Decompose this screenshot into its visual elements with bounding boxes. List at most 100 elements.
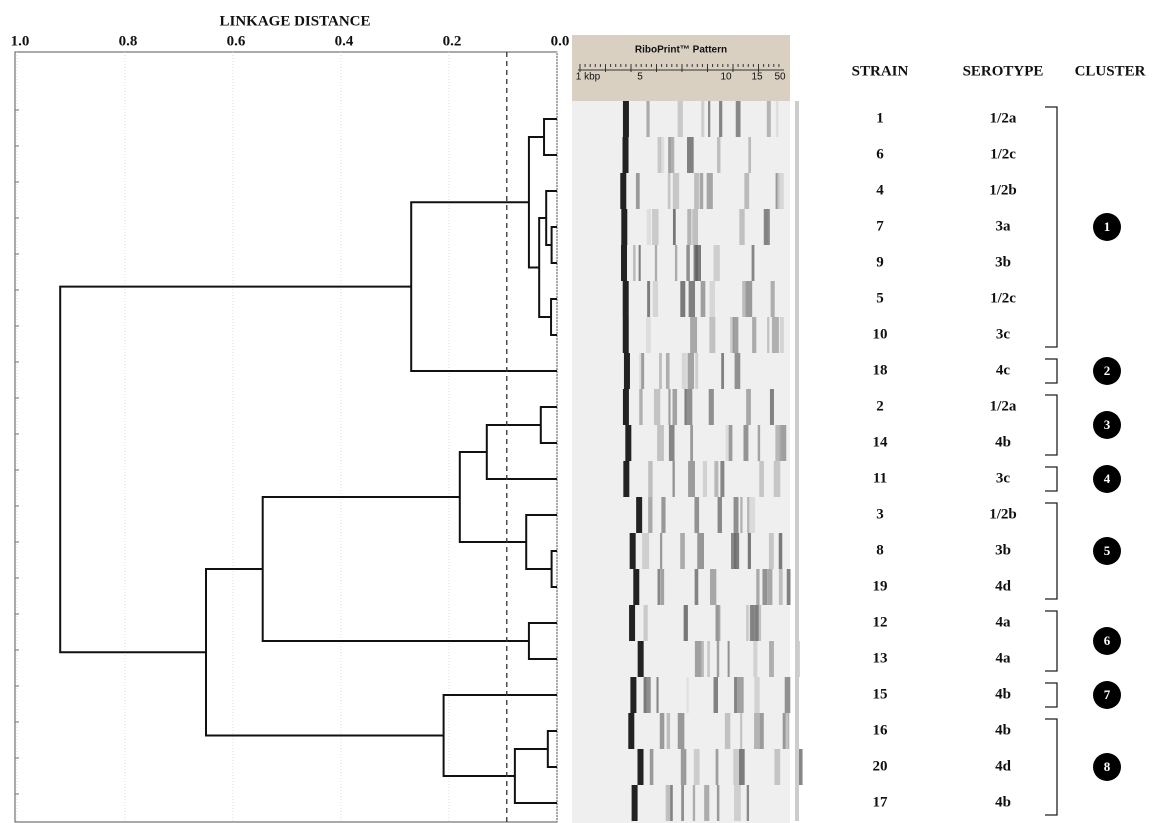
band <box>667 713 670 749</box>
strain: 1 <box>876 110 884 126</box>
band <box>684 605 688 641</box>
strain: 15 <box>873 686 888 702</box>
band <box>714 677 718 713</box>
band <box>748 533 751 569</box>
serotype: 4b <box>995 722 1011 738</box>
band <box>747 785 749 821</box>
serotype: 1/2c <box>990 146 1016 162</box>
serotype: 1/2b <box>989 182 1017 198</box>
band <box>717 641 719 677</box>
band <box>729 425 733 461</box>
strain: 5 <box>876 290 884 306</box>
band <box>785 677 791 713</box>
band <box>764 209 770 245</box>
x-tick-label: 0.0 <box>551 33 570 49</box>
band <box>770 389 774 425</box>
band <box>734 497 739 533</box>
band <box>776 101 779 137</box>
cluster-bracket <box>1045 683 1057 707</box>
band <box>734 785 741 821</box>
dendrogram-branch <box>552 551 557 587</box>
band <box>654 389 660 425</box>
cluster-bracket <box>1045 395 1057 455</box>
band <box>795 605 799 641</box>
band <box>768 569 773 605</box>
band <box>795 137 799 173</box>
band <box>707 641 710 677</box>
band <box>795 245 799 281</box>
riboprint-scale-label: 1 kbp <box>576 72 601 83</box>
band <box>717 137 720 173</box>
band <box>775 749 780 785</box>
strain: 12 <box>873 614 888 630</box>
cluster-label: 2 <box>1104 363 1111 378</box>
band <box>795 425 799 461</box>
band <box>739 749 745 785</box>
band <box>750 605 752 641</box>
band <box>771 281 775 317</box>
band <box>632 785 638 821</box>
band <box>681 749 687 785</box>
dendrogram-branch <box>529 137 544 268</box>
band <box>633 569 639 605</box>
riboprint-scale-label: 15 <box>751 72 763 83</box>
band <box>772 317 779 353</box>
band <box>716 605 721 641</box>
band <box>795 317 799 353</box>
serotype: 4b <box>995 686 1011 702</box>
band <box>673 209 676 245</box>
band <box>690 317 697 353</box>
band <box>740 713 742 749</box>
cluster-bracket <box>1045 107 1057 347</box>
x-tick-label: 1.0 <box>11 33 30 49</box>
band <box>623 137 629 173</box>
band <box>779 569 783 605</box>
band <box>673 389 678 425</box>
band <box>628 713 634 749</box>
band <box>733 317 739 353</box>
riboprint-scale-label: 10 <box>720 72 732 83</box>
band <box>795 173 799 209</box>
x-tick-label: 0.6 <box>227 33 246 49</box>
band <box>739 209 744 245</box>
band <box>695 569 699 605</box>
serotype: 4a <box>996 650 1012 666</box>
band <box>769 641 774 677</box>
band <box>680 533 685 569</box>
cluster-bracket <box>1045 611 1057 671</box>
band <box>687 677 689 713</box>
band <box>734 677 737 713</box>
band <box>795 101 799 137</box>
band <box>740 497 742 533</box>
band <box>795 641 799 677</box>
dendrogram-branch <box>487 425 557 479</box>
band <box>694 497 699 533</box>
serotype: 4a <box>996 614 1012 630</box>
band <box>704 785 709 821</box>
band <box>779 533 783 569</box>
band <box>638 641 644 677</box>
band <box>687 389 693 425</box>
band <box>668 137 670 173</box>
band <box>754 677 759 713</box>
dendrogram-branch <box>529 623 557 659</box>
dendrogram-branch <box>544 119 557 155</box>
band <box>639 389 642 425</box>
band <box>652 209 658 245</box>
serotype: 3c <box>996 470 1011 486</box>
band <box>659 353 662 389</box>
band <box>655 245 657 281</box>
band <box>637 749 643 785</box>
band <box>780 317 784 353</box>
riboprint-title: RiboPrint™ Pattern <box>635 45 727 56</box>
strain: 16 <box>873 722 889 738</box>
riboprint-scale-label: 50 <box>774 72 786 83</box>
serotype: 1/2b <box>989 506 1017 522</box>
serotype: 3c <box>996 326 1011 342</box>
band <box>767 317 769 353</box>
dendrogram-branch <box>263 497 529 641</box>
band <box>714 461 718 497</box>
strain: 19 <box>873 578 888 594</box>
band <box>795 461 799 497</box>
band <box>673 461 675 497</box>
